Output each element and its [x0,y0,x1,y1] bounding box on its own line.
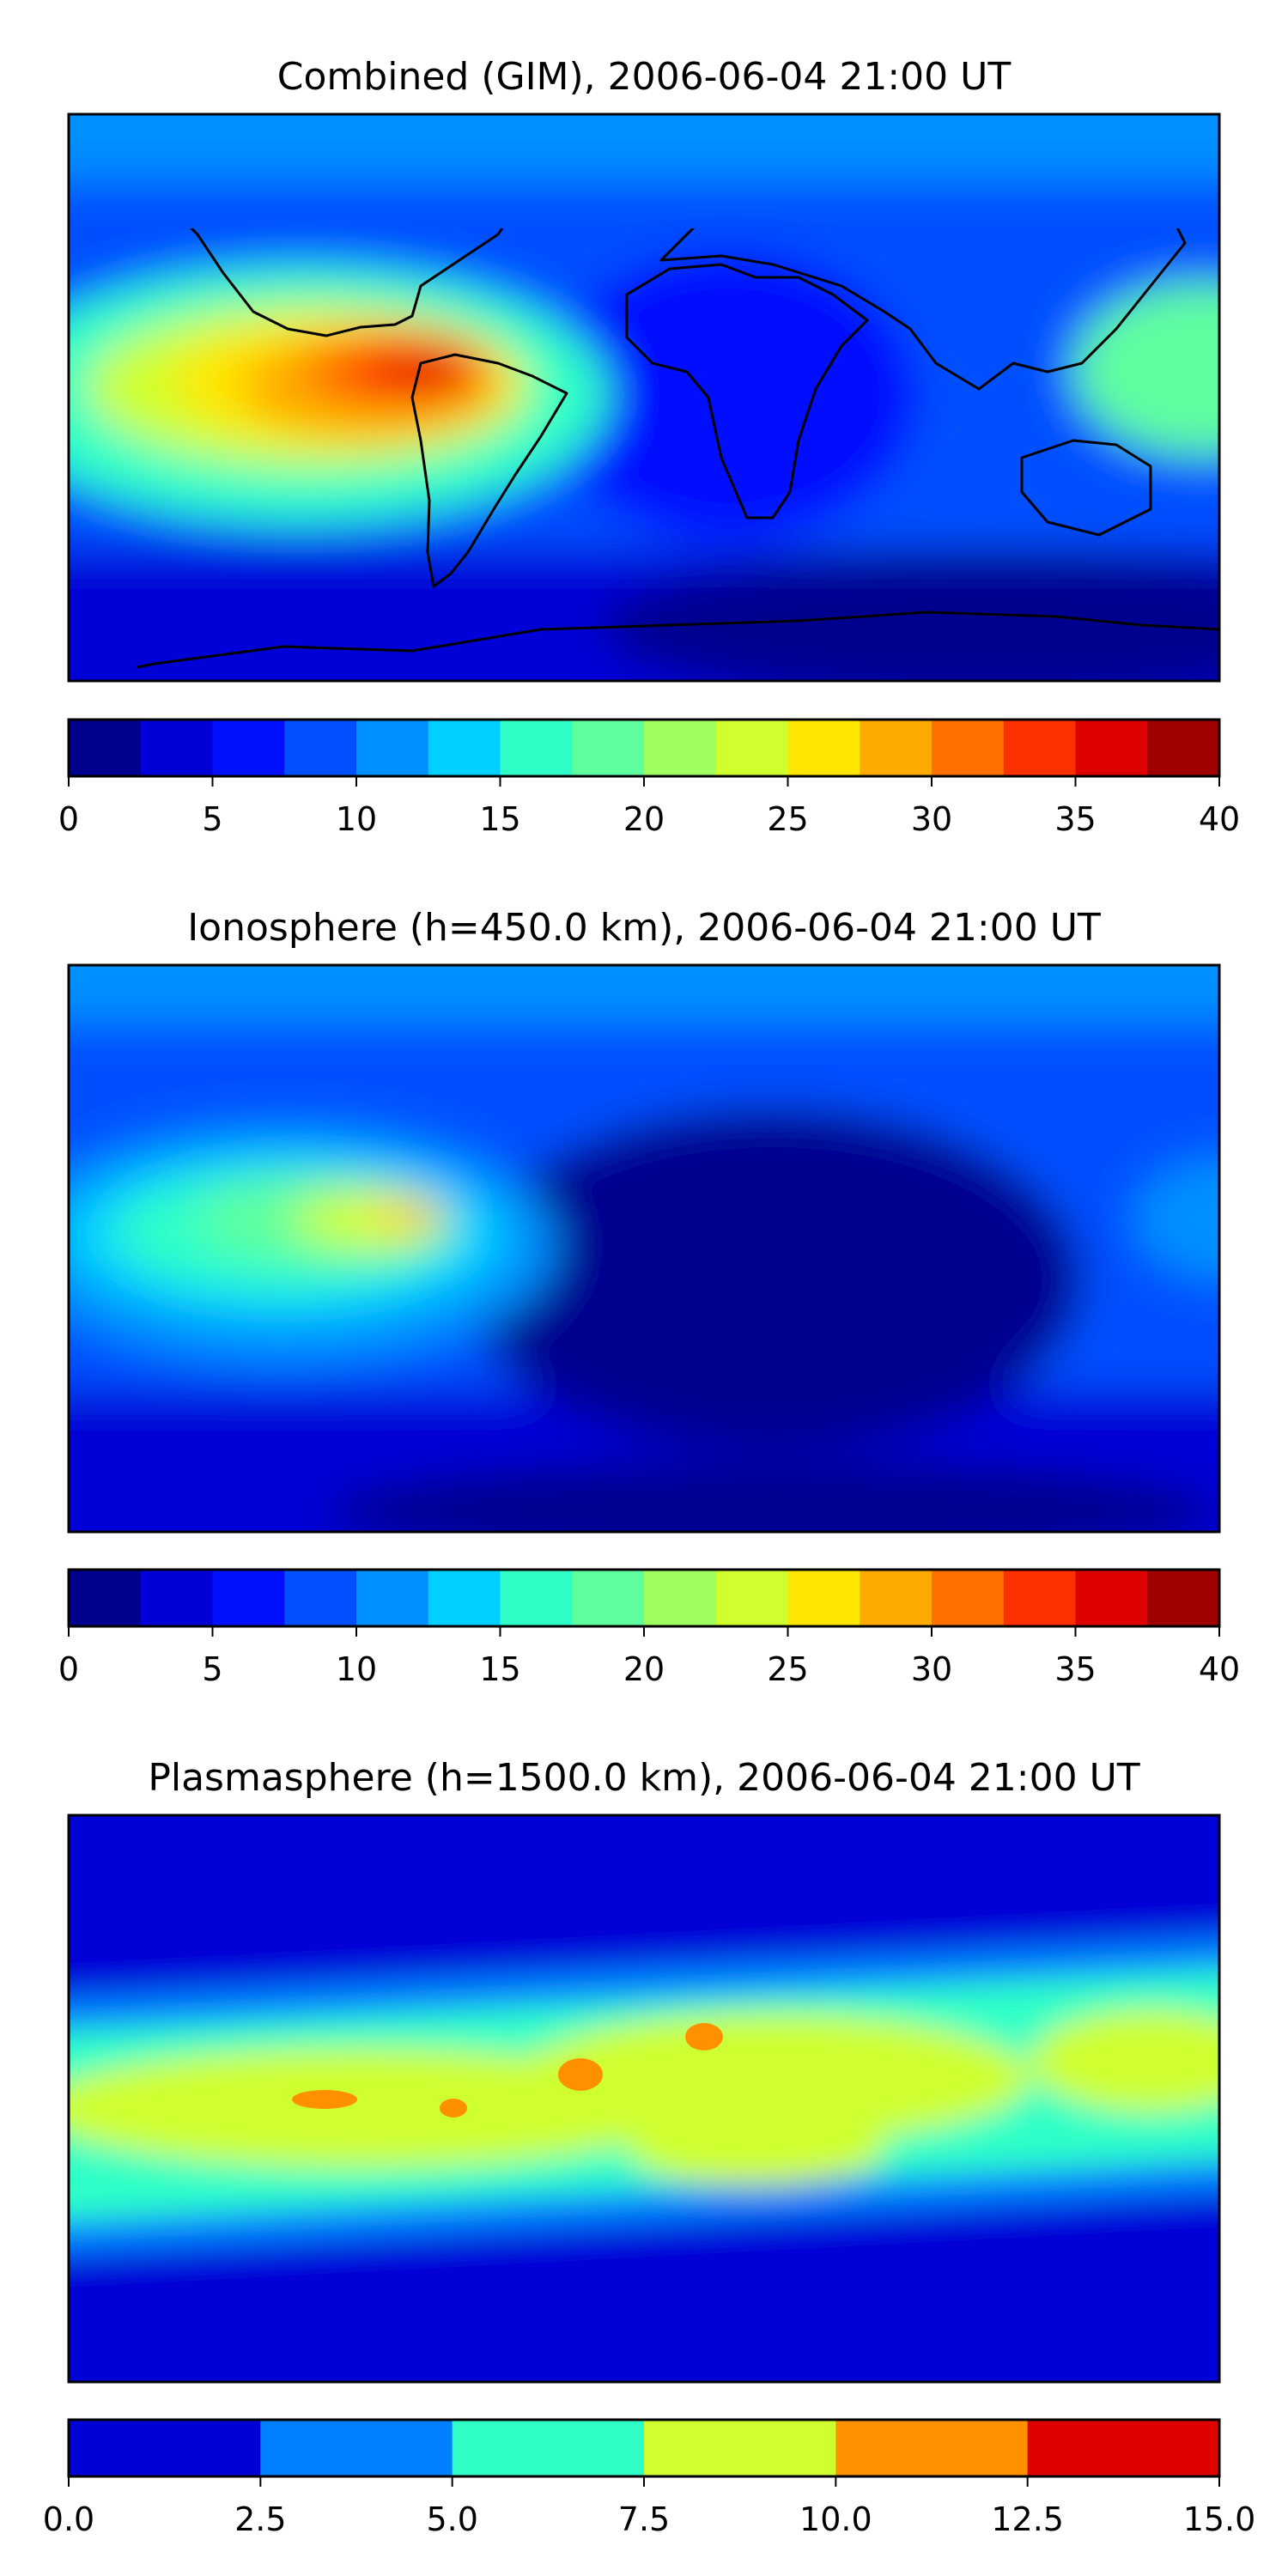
colorbar-tick-label: 0 [58,1650,79,1688]
colorbar-swatch [500,720,573,776]
map-frame [67,963,1221,1534]
field-max [292,2090,357,2109]
colorbar: 0 5 10 15 20 25 30 35 40 [58,718,1240,838]
colorbar-swatch [428,1570,501,1626]
colorbar-tick-label: 5.0 [426,2500,477,2538]
field-max [440,2099,467,2117]
field-band-lime-mid [515,2014,1030,2142]
colorbar-swatch [572,1570,645,1626]
panel-title: Ionosphere (h=450.0 km), 2006-06-04 21:0… [187,906,1101,950]
field-band-lime-east [1030,2009,1219,2112]
colorbar-swatch [1147,720,1220,776]
colorbar-tick-label: 30 [911,800,952,838]
colorbar-swatch [284,720,357,776]
field-peak [395,1207,438,1228]
colorbar-tick-label: 25 [767,1650,808,1688]
colorbar-tick-label: 5 [202,800,222,838]
colorbar-swatch [1075,720,1148,776]
map-frame [67,1814,1221,2384]
colorbar-swatch [715,1570,788,1626]
colorbar-tick-label: 10 [336,1650,377,1688]
colorbar-swatch [212,720,285,776]
colorbar-swatch [932,720,1005,776]
colorbar-swatch [356,1570,429,1626]
colorbar-tick-label: 15 [479,1650,520,1688]
panel-title: Combined (GIM), 2006-06-04 21:00 UT [277,55,1012,99]
colorbar-swatch [644,2420,836,2476]
colorbar-tick-label: 35 [1054,800,1096,838]
colorbar-tick-label: 10 [336,800,377,838]
colorbar-swatch [69,2420,261,2476]
map-field [69,1815,1219,2382]
colorbar-tick-label: 10.0 [799,2500,872,2538]
field-dark-south [326,1460,1219,1532]
field-max [685,2023,723,2050]
colorbar-tick-label: 15.0 [1183,2500,1256,2538]
field-north [69,965,1219,1022]
colorbar-tick-label: 35 [1054,1650,1096,1688]
colorbar-swatch [69,720,142,776]
colorbar-tick-label: 12.5 [991,2500,1064,2538]
map-frame [67,112,1221,683]
field-w-pacific [1133,1159,1219,1279]
panel-plasmasphere: Plasmasphere (h=1500.0 km), 2006-06-04 2… [43,1756,1256,2538]
colorbar-swatch [787,1570,860,1626]
map-field [69,965,1219,1532]
colorbar-swatch [1147,1570,1220,1626]
colorbar: 0 5 10 15 20 25 30 35 40 [58,1568,1240,1688]
field-south-deep [601,550,1219,681]
colorbar-tick-label: 20 [623,800,665,838]
colorbar-tick-label: 0.0 [43,2500,94,2538]
map-field [69,114,1219,681]
colorbar-swatch [284,1570,357,1626]
field-dark-core [464,1108,1082,1451]
field-max [558,2058,603,2091]
colorbar-swatch [356,720,429,776]
colorbar-swatch [860,1570,933,1626]
colorbar-swatch [932,1570,1005,1626]
colorbar-tick-label: 5 [202,1650,222,1688]
colorbar: 0.0 2.5 5.0 7.5 10.0 12.5 15.0 [43,2418,1256,2538]
colorbar-tick-label: 7.5 [618,2500,670,2538]
colorbar-swatch [644,720,717,776]
colorbar-tick-label: 20 [623,1650,665,1688]
panel-combined: Combined (GIM), 2006-06-04 21:00 UT [58,55,1240,838]
panel-ionosphere: Ionosphere (h=450.0 km), 2006-06-04 21:0… [58,906,1240,1688]
colorbar-swatch [212,1570,285,1626]
field-w-pacific [1073,283,1219,455]
colorbar-swatch [860,720,933,776]
colorbar-swatch [428,720,501,776]
colorbar-swatch [1003,1570,1076,1626]
colorbar-swatch [452,2420,645,2476]
colorbar-swatch [1075,1570,1148,1626]
colorbar-tick-label: 25 [767,800,808,838]
colorbar-swatch [1003,720,1076,776]
colorbar-tick-label: 40 [1199,800,1240,838]
colorbar-swatch [500,1570,573,1626]
colorbar-swatch [644,1570,717,1626]
field-peak [382,354,468,388]
colorbar-swatch [140,1570,213,1626]
colorbar-swatch [572,720,645,776]
colorbar-tick-label: 2.5 [234,2500,286,2538]
field-band-lime-africa [627,2108,884,2185]
colorbar-tick-label: 0 [58,800,79,838]
panel-title: Plasmasphere (h=1500.0 km), 2006-06-04 2… [148,1756,1139,1800]
field-africa [541,249,919,541]
colorbar-swatch [1027,2420,1220,2476]
coastlines [137,228,1221,681]
colorbar-tick-label: 15 [479,800,520,838]
field-north [69,114,1219,180]
colorbar-swatch [69,1570,142,1626]
colorbar-swatch [140,720,213,776]
colorbar-swatch [787,720,860,776]
colorbar-swatch [715,720,788,776]
colorbar-swatch [260,2420,453,2476]
colorbar-tick-label: 40 [1199,1650,1240,1688]
colorbar-tick-label: 30 [911,1650,952,1688]
colorbar-swatch [835,2420,1029,2476]
